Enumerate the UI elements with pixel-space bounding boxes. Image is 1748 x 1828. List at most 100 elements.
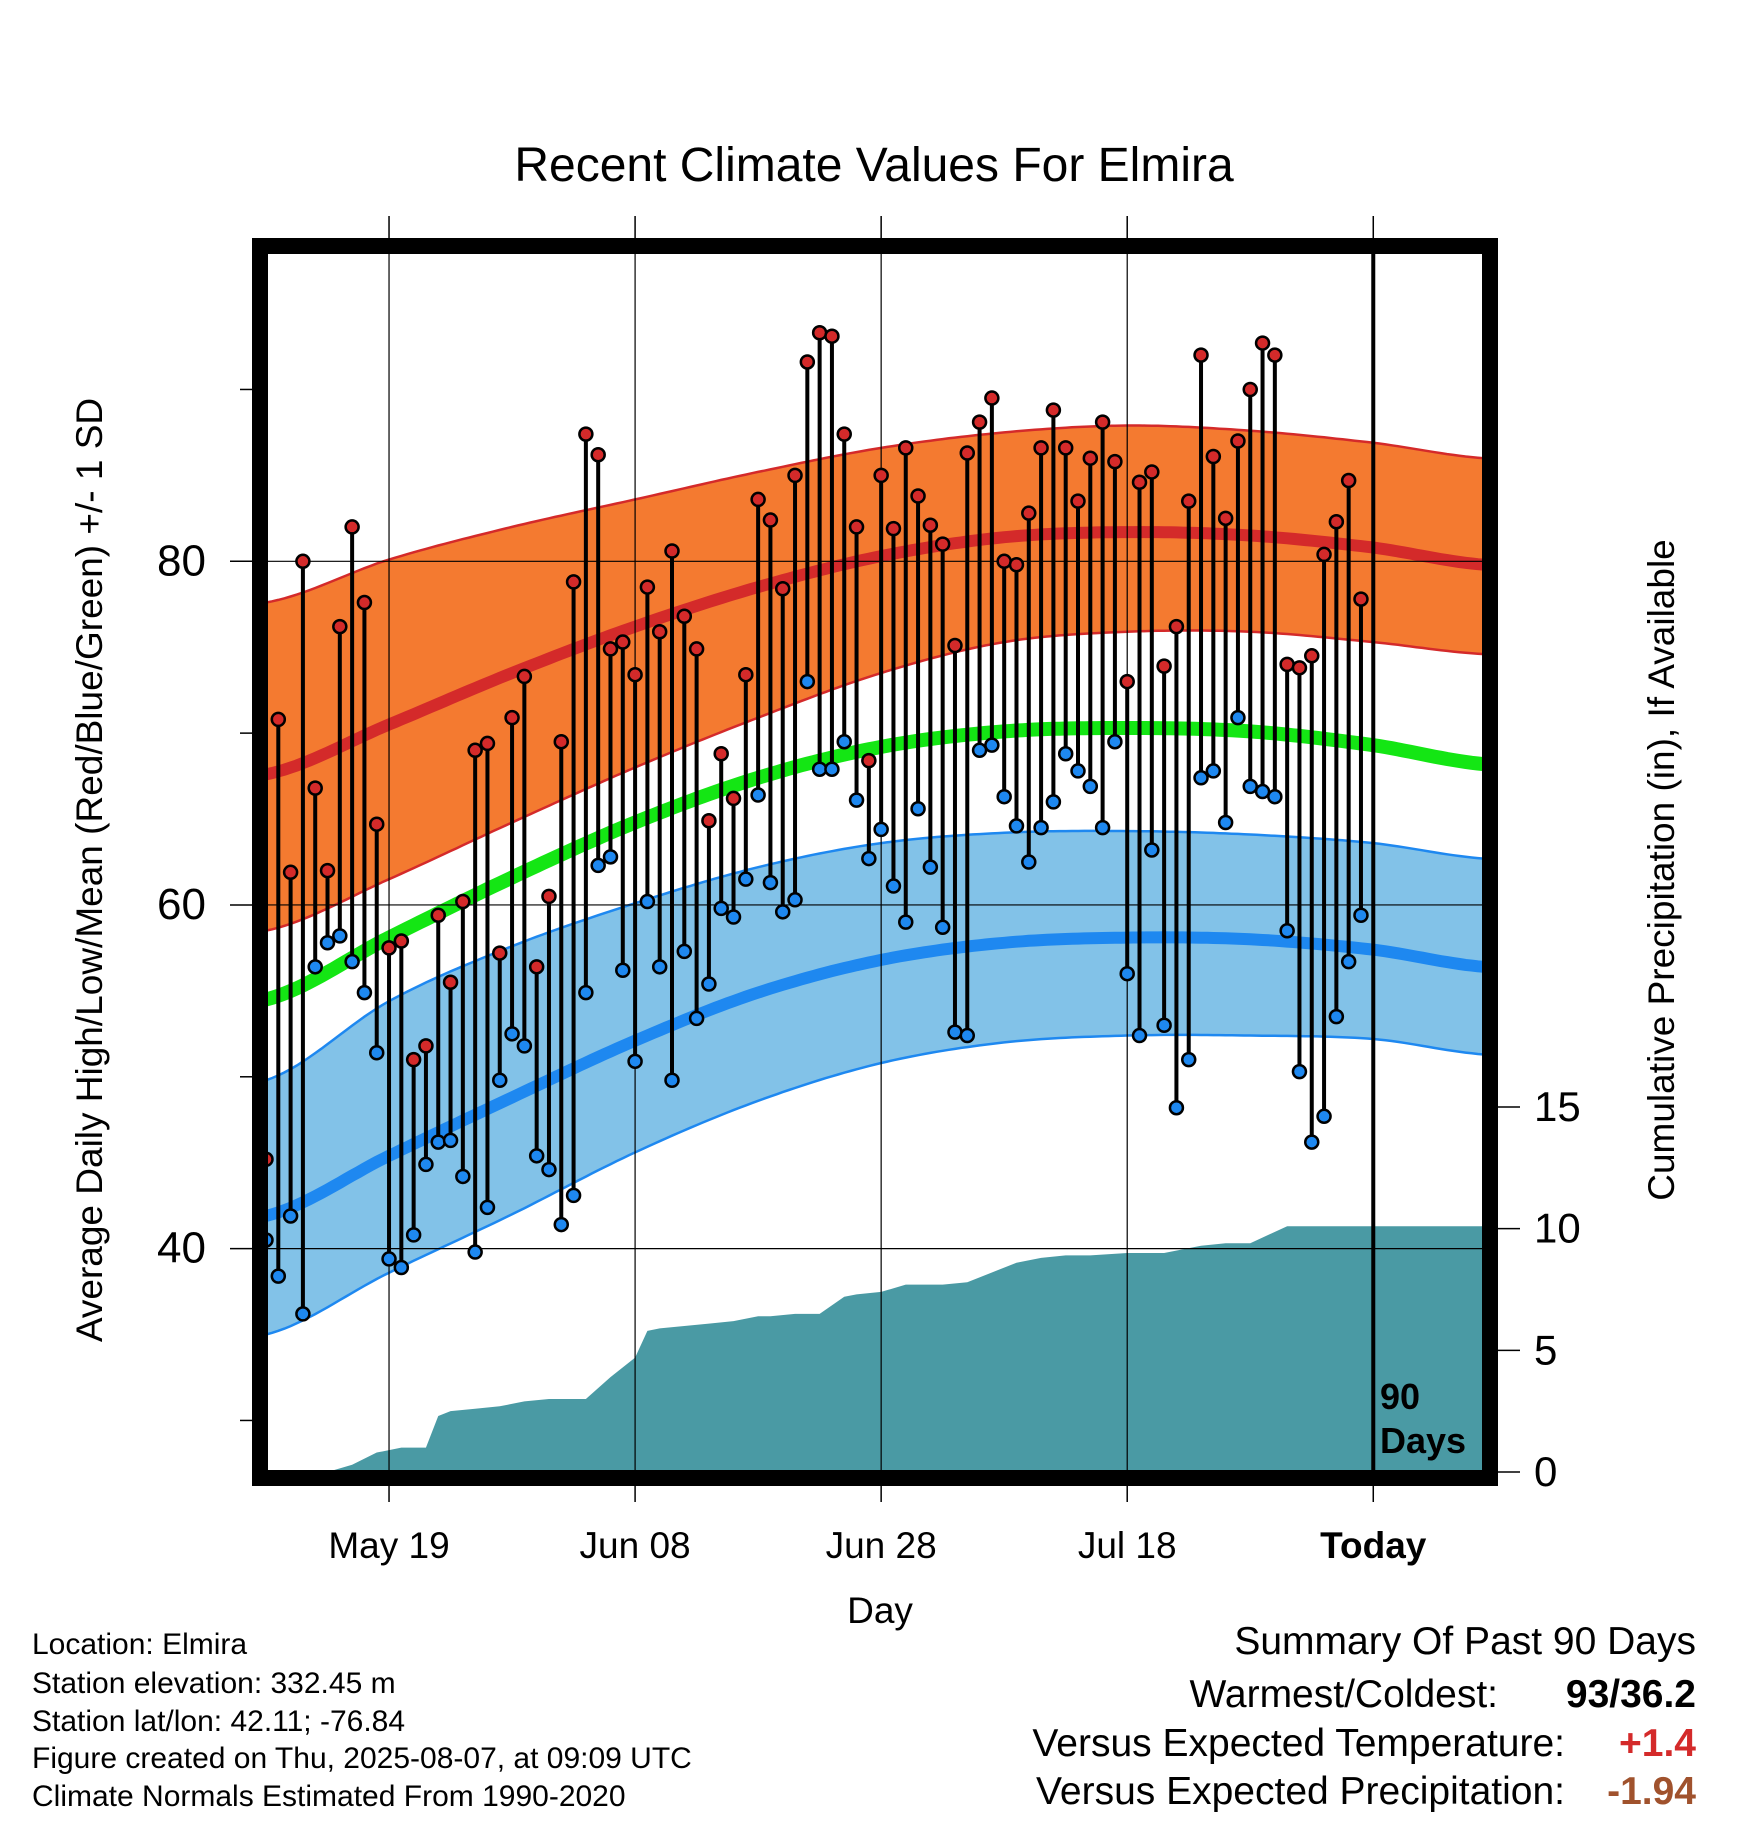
daily-low-point [1045, 794, 1062, 810]
daily-low-point [1033, 819, 1049, 836]
daily-high-point [848, 519, 865, 535]
daily-high-point [516, 668, 533, 685]
daily-low-point [1180, 1051, 1197, 1068]
daily-high-point [615, 634, 631, 650]
daily-low-point [393, 1259, 410, 1276]
daily-low-point [504, 1026, 520, 1042]
daily-low-point [356, 984, 373, 1001]
daily-high-point [590, 447, 606, 463]
daily-low-point [1156, 1017, 1172, 1033]
daily-low-point [885, 878, 902, 894]
daily-high-point [442, 974, 459, 991]
daily-low-point [676, 943, 693, 960]
x-tick-label: Jun 08 [580, 1525, 691, 1566]
daily-high-point [713, 745, 729, 762]
summary-temp-label: Versus Expected Temperature: [1032, 1722, 1565, 1765]
daily-low-point [1340, 953, 1357, 970]
daily-low-point [541, 1161, 557, 1178]
daily-high-point [947, 637, 963, 654]
daily-high-point [873, 467, 889, 484]
daily-low-point [824, 761, 840, 777]
daily-low-point [332, 928, 348, 944]
daily-high-point [774, 581, 791, 597]
daily-high-point [1279, 656, 1295, 673]
daily-low-point [1193, 770, 1209, 786]
info-location: Location: Elmira [32, 1628, 248, 1661]
daily-low-point [270, 1268, 287, 1284]
daily-high-point [984, 390, 1000, 406]
daily-high-point [738, 666, 754, 683]
daily-low-point [492, 1072, 508, 1088]
daily-low-point [1230, 709, 1246, 726]
summary-precip-value: -1.94 [1607, 1770, 1696, 1813]
daily-high-point [393, 933, 410, 949]
daily-high-point [467, 742, 483, 759]
daily-low-point [701, 976, 717, 992]
daily-high-point [1254, 335, 1271, 351]
daily-high-point [553, 733, 570, 750]
daily-low-point [873, 821, 889, 838]
daily-high-point [405, 1051, 422, 1068]
daily-low-point [639, 893, 656, 910]
daily-high-point [651, 623, 668, 640]
daily-low-point [282, 1208, 299, 1224]
daily-low-point [1021, 854, 1037, 870]
y-right-tick-label: 5 [1534, 1326, 1557, 1373]
daily-low-point [430, 1134, 446, 1150]
daily-high-point [1267, 347, 1283, 363]
daily-low-point [688, 1010, 705, 1027]
daily-low-point [553, 1216, 570, 1233]
daily-low-point [565, 1187, 582, 1204]
daily-high-point [762, 512, 779, 528]
daily-high-point [381, 940, 397, 956]
daily-high-point [1217, 510, 1234, 527]
daily-high-point [455, 893, 471, 910]
daily-high-point [1328, 514, 1345, 530]
y-axis-label-left: Average Daily High/Low/Mean (Red/Blue/Gr… [69, 397, 110, 1343]
daily-low-point [1144, 842, 1160, 858]
daily-low-point [319, 935, 336, 951]
daily-low-point [627, 1053, 643, 1070]
daily-high-point [1070, 493, 1086, 509]
daily-low-point [861, 850, 877, 867]
daily-low-point [750, 787, 766, 803]
daily-low-point [1094, 819, 1111, 836]
daily-high-point [861, 752, 877, 769]
daily-high-point [1316, 546, 1332, 563]
info-elevation: Station elevation: 332.45 m [32, 1667, 396, 1700]
tick-labels-layer: May 19 Jun 08 Jun 28 Jul 18 Today 40 60 80 0 5 10 1… [157, 536, 1581, 1566]
daily-low-point [467, 1244, 483, 1260]
daily-high-point [1094, 414, 1111, 430]
daily-high-point [725, 790, 742, 807]
daily-low-point [1217, 814, 1234, 831]
daily-high-point [418, 1038, 434, 1054]
low-sd-band-lower-edge [266, 1033, 1484, 1336]
daily-low-point [738, 871, 754, 887]
axes-layer [230, 216, 1520, 1502]
daily-high-point [996, 553, 1012, 570]
daily-high-point [528, 959, 545, 975]
daily-low-point [725, 909, 742, 925]
daily-high-point [295, 553, 311, 570]
today-days-label-number: 90 [1380, 1376, 1421, 1417]
y-right-tick-label: 10 [1534, 1205, 1581, 1252]
daily-high-point [479, 735, 496, 752]
daily-low-point [947, 1024, 963, 1040]
info-latlon: Station lat/lon: 42.11; -76.84 [32, 1705, 406, 1738]
x-tick-label: Today [1320, 1525, 1427, 1566]
daily-high-point [910, 488, 926, 504]
daily-high-point [750, 491, 766, 508]
daily-low-point [1107, 733, 1123, 750]
plot-frame [252, 238, 1498, 1486]
y-left-tick-label: 80 [157, 536, 206, 585]
daily-low-point [1316, 1108, 1332, 1125]
daily-low-point [381, 1251, 397, 1267]
daily-low-point [344, 953, 360, 970]
daily-low-point [479, 1199, 496, 1216]
daily-high-point [799, 354, 816, 370]
daily-low-point [368, 1044, 385, 1061]
daily-low-point [713, 900, 729, 917]
daily-high-point [787, 467, 803, 484]
daily-low-point [615, 962, 631, 979]
